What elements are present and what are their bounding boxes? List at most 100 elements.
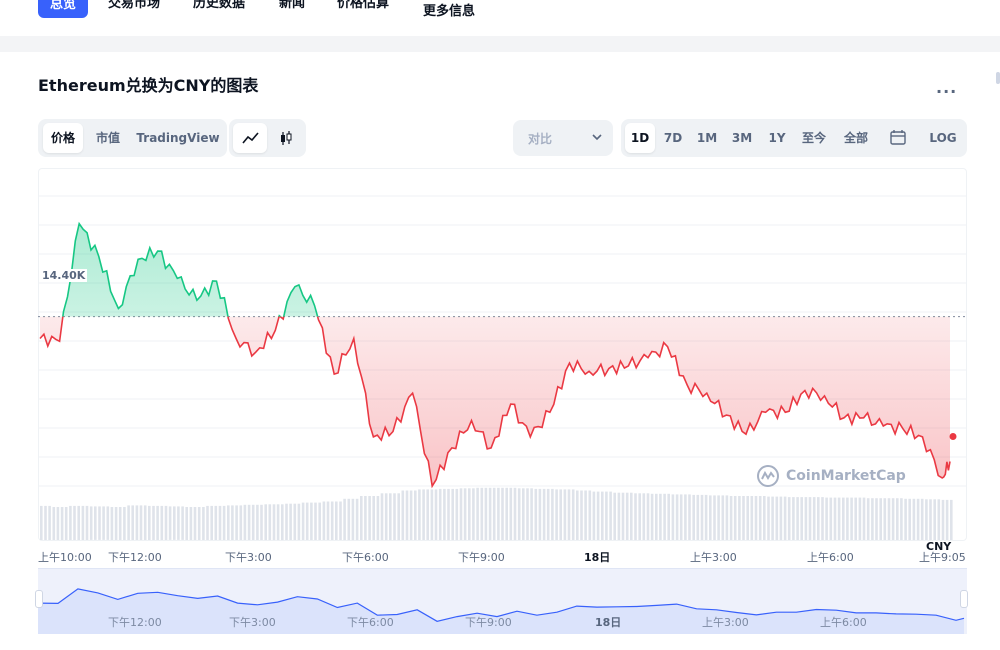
volume-bar [517,488,521,540]
volume-bar [825,497,828,540]
volume-bar [239,505,243,540]
range-1y[interactable]: 1Y [768,131,786,145]
volume-bar [738,496,741,540]
volume-bar [131,505,134,540]
volume-bar [185,507,188,540]
compare-label: 对比 [528,132,553,146]
volume-bar [634,493,637,541]
nav-tab-overview[interactable]: 总览 [38,0,89,18]
volume-bar [625,492,629,540]
volume-bar [343,498,346,541]
navigator-right-handle[interactable] [960,590,968,608]
navigator-line [38,588,965,622]
volume-bar [821,497,824,540]
nav-tab-historical[interactable]: 历史数据 [193,0,246,11]
volume-bar [950,499,953,540]
calendar-button[interactable] [883,123,913,153]
volume-bar [804,497,808,540]
volume-bar [580,490,583,540]
volume-bar [418,489,421,540]
nav-tab-price-estimate[interactable]: 价格估算 [337,0,390,11]
volume-bar [842,497,845,540]
range-3m[interactable]: 3M [731,131,753,145]
scrollbar-thumb[interactable] [996,72,1000,84]
price-chart-area[interactable] [38,168,967,541]
line-chart-button[interactable] [233,123,267,153]
more-options-button[interactable]: ... [936,78,958,97]
volume-bar [414,490,417,540]
volume-bar [891,498,895,540]
range-1d[interactable]: 1D [625,123,655,153]
volume-bar [829,497,833,540]
candlestick-chart-button[interactable] [269,123,303,153]
range-all[interactable]: 全部 [843,131,868,145]
range-1m[interactable]: 1M [696,131,718,145]
volume-bar [484,487,488,541]
volume-bar [650,493,654,540]
volume-bar [592,491,596,540]
price-chart[interactable] [38,168,967,541]
volume-bar [576,490,579,540]
x-tick: 下午3:00 [225,551,272,564]
volume-bar [355,498,359,541]
volume-bar [941,499,945,540]
volume-bar [505,487,508,541]
volume-bar [409,490,413,540]
volume-bar [438,488,442,541]
volume-bar [750,496,754,540]
volume-bar [688,494,691,540]
navigator-left-handle[interactable] [35,590,43,608]
volume-bar [152,505,155,540]
volume-bar [347,498,351,541]
volume-bar [106,506,110,540]
volume-bar [659,493,662,540]
tab-tradingview[interactable]: TradingView [136,131,220,145]
nav-tab-news[interactable]: 新闻 [279,0,306,11]
volume-bar [646,493,650,541]
navigator-tick: 下午3:00 [229,616,276,629]
volume-bar [214,505,218,540]
volume-bar [530,488,533,540]
volume-bar [509,487,513,541]
volume-bar [522,488,525,540]
tab-market-cap[interactable]: 市值 [95,131,120,145]
range-ytd[interactable]: 至今 [801,131,826,145]
price-line-down [39,316,951,489]
volume-bar [817,497,820,540]
volume-bar [384,493,388,541]
volume-bar [443,488,446,541]
volume-bar [846,497,849,540]
log-scale-toggle[interactable]: LOG [929,131,957,145]
volume-bar [56,507,60,540]
tab-price[interactable]: 价格 [43,123,83,153]
volume-bar [206,505,209,540]
volume-bar [758,496,762,540]
volume-bar [330,501,334,540]
volume-bar [879,498,882,540]
volume-bar [272,504,276,541]
volume-bar [360,496,363,540]
volume-bar [904,498,907,541]
navigator-chart[interactable] [38,568,967,634]
volume-bar [526,488,529,540]
range-7d[interactable]: 7D [663,131,683,145]
volume-bar [372,496,375,540]
volume-bar [655,493,658,540]
volume-bar [110,507,114,540]
volume-bar [380,493,384,541]
volume-bar [546,488,550,541]
volume-bar [297,503,301,540]
volume-bar [559,489,562,540]
compare-dropdown[interactable]: 对比 [513,120,613,156]
nav-tab-more-info[interactable]: 更多信息 [423,4,476,19]
volume-bar [837,497,841,540]
volume-bar [866,498,870,540]
section-divider [0,36,1000,52]
volume-bar [767,496,770,541]
nav-tab-markets[interactable]: 交易市场 [108,0,161,11]
volume-bar [256,504,259,540]
x-tick: 下午9:00 [458,551,505,564]
volume-bar [434,489,438,540]
volume-bar [588,490,592,540]
volume-bar [551,488,554,541]
